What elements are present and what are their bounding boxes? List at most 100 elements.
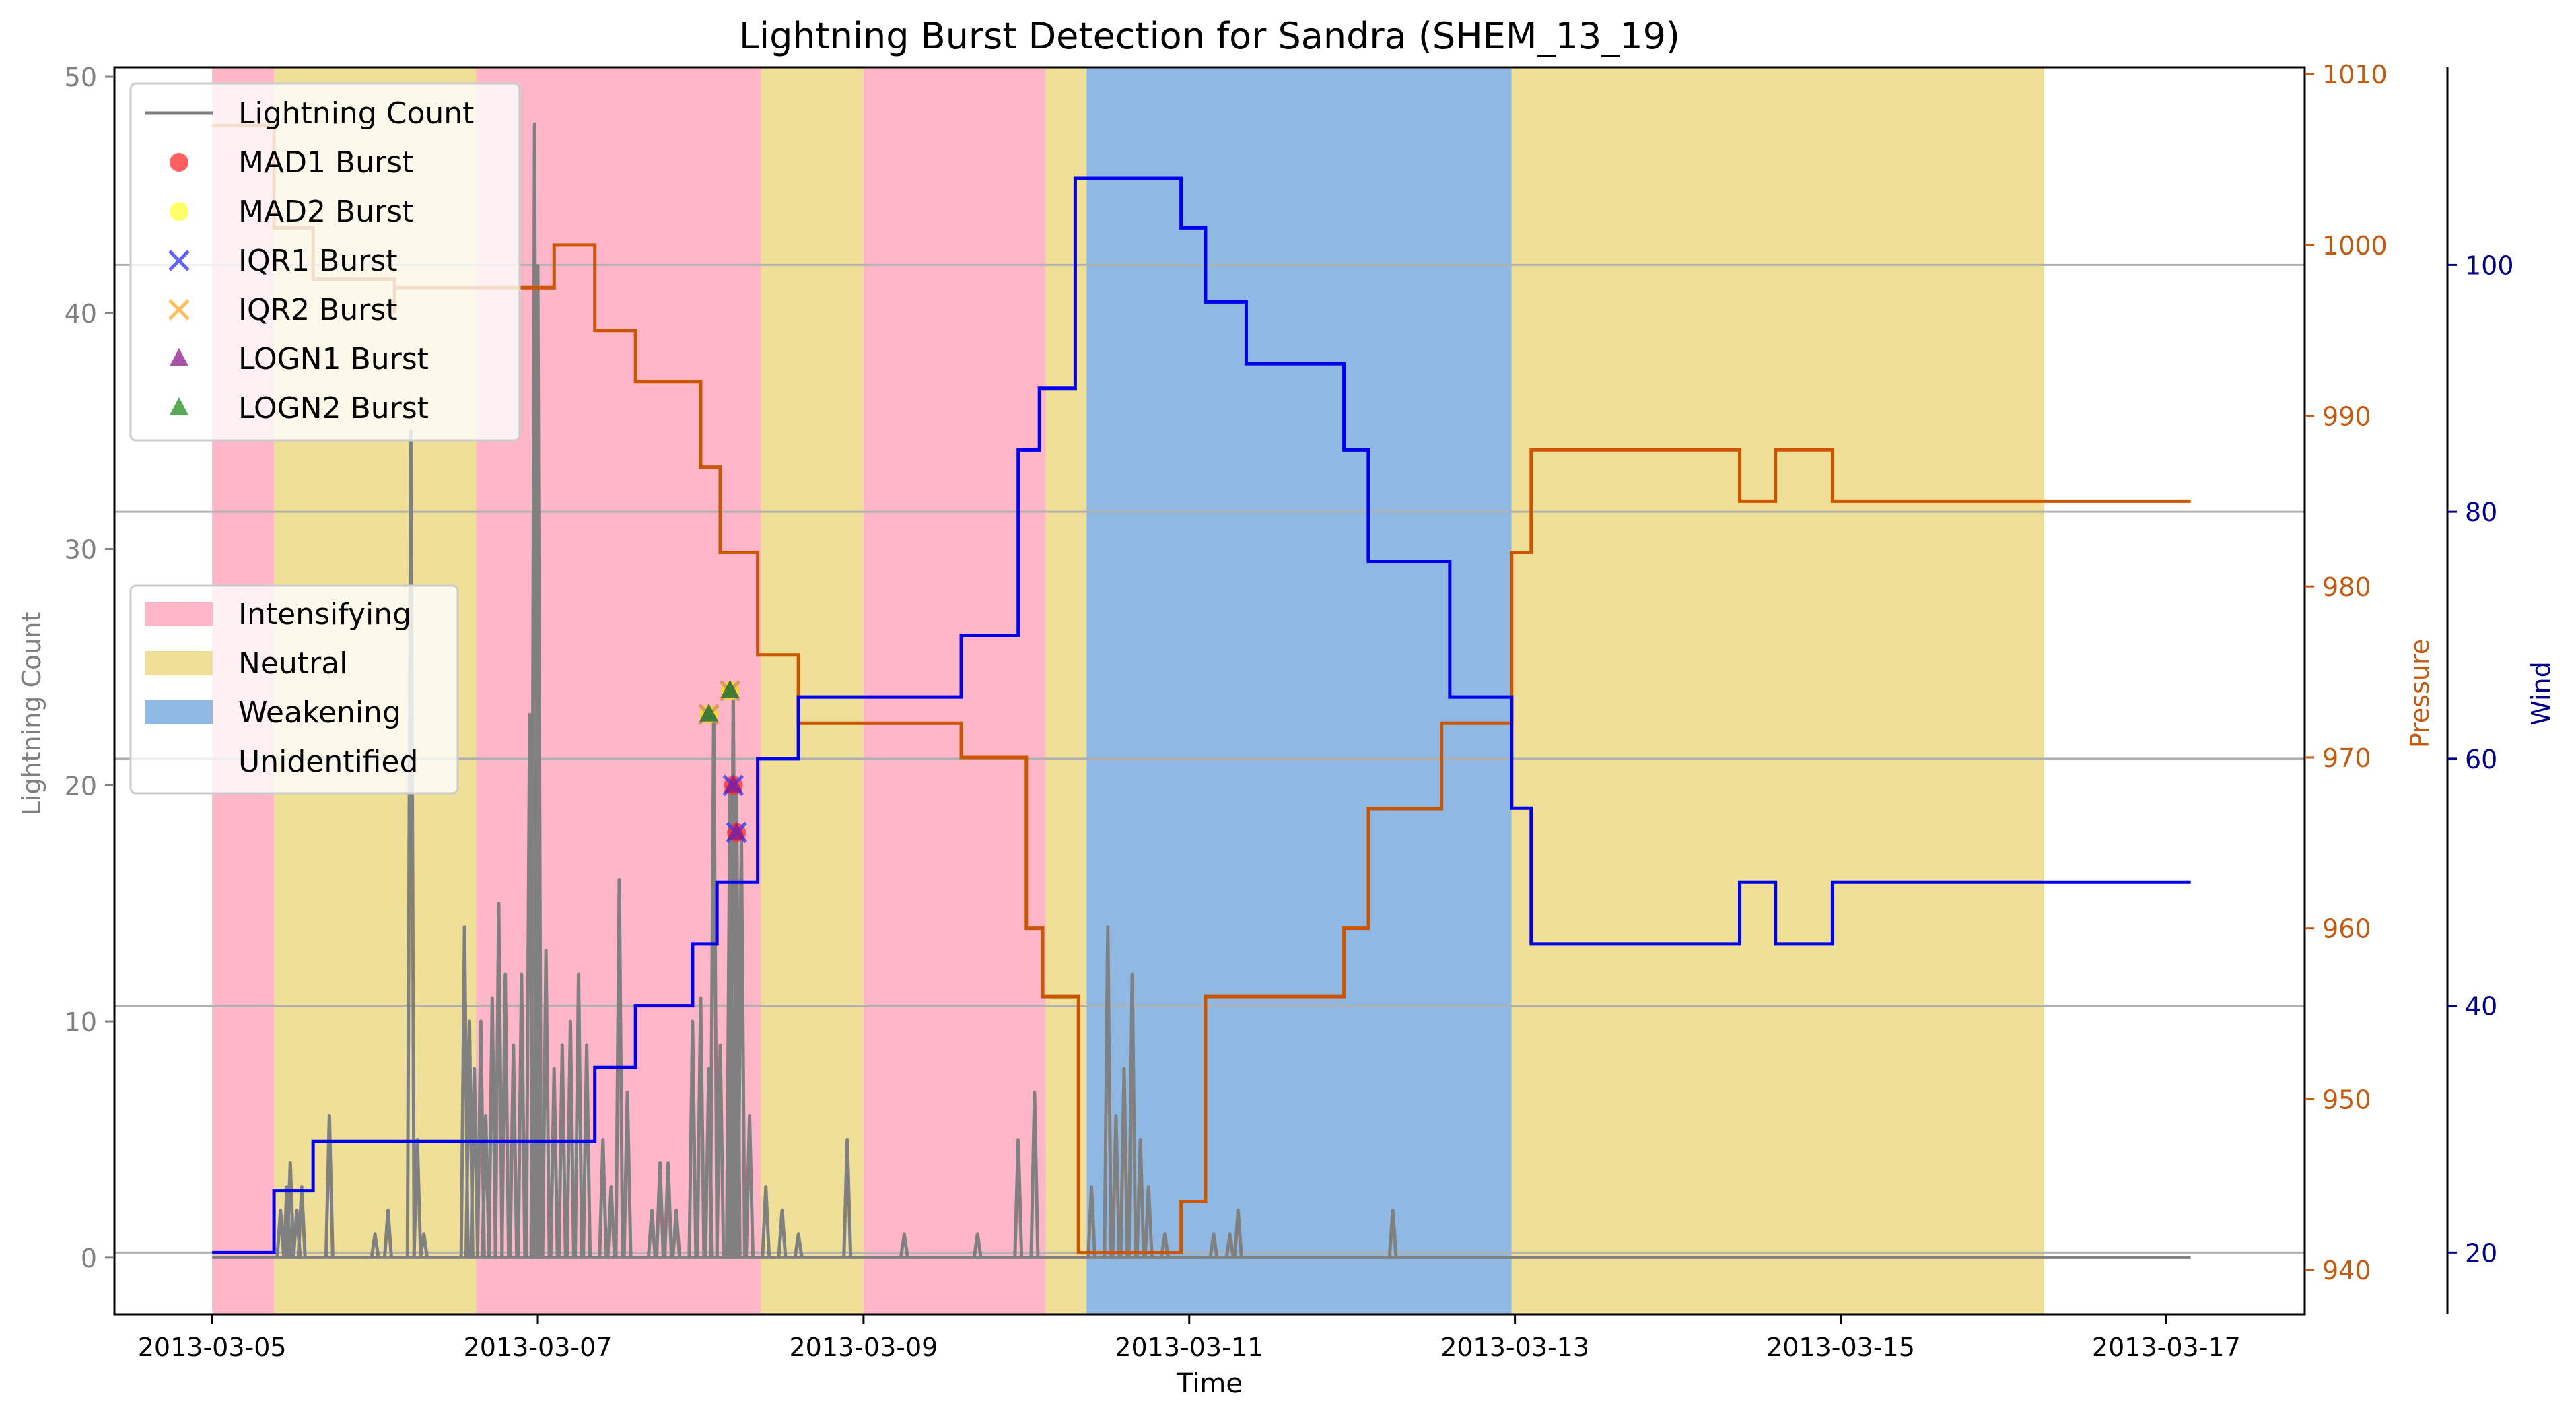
x-tick-label: 2013-03-11 bbox=[1115, 1333, 1263, 1362]
y-tick-label-pressure: 940 bbox=[2322, 1256, 2371, 1285]
lightning-spike bbox=[598, 1137, 608, 1258]
y-axis-label-pressure: Pressure bbox=[2405, 639, 2435, 748]
legend-series-label: Lightning Count bbox=[238, 96, 474, 131]
x-tick-label: 2013-03-09 bbox=[789, 1333, 938, 1362]
lightning-spike bbox=[1029, 1090, 1040, 1258]
lightning-spike bbox=[1119, 1067, 1129, 1258]
legend-series-label: MAD1 Burst bbox=[238, 145, 413, 180]
phase-band-weakening bbox=[1086, 67, 1512, 1314]
lightning-spike bbox=[1103, 925, 1113, 1258]
legend-series-box bbox=[129, 82, 521, 442]
lightning-spike bbox=[1143, 1185, 1154, 1258]
lightning-spike bbox=[565, 1019, 576, 1258]
lightning-spike bbox=[557, 1043, 567, 1258]
logn1-burst-marker bbox=[170, 347, 188, 366]
plot-frame bbox=[113, 66, 2306, 1316]
legend-series-label: IQR1 Burst bbox=[238, 244, 398, 278]
legend-phase-label: Intensifying bbox=[238, 597, 411, 632]
phase-band-intensifying bbox=[863, 67, 1046, 1314]
y-tick-label-count: 30 bbox=[65, 535, 97, 565]
y-tick-label-count: 50 bbox=[65, 63, 97, 92]
wind-series bbox=[212, 176, 2191, 1254]
lightning-spike bbox=[972, 1232, 983, 1258]
legend-phases: Intensifying Neutral Weakening Unidentified bbox=[129, 584, 459, 795]
lightning-spike bbox=[606, 1185, 617, 1258]
x-axis-label: Time bbox=[1176, 1368, 1243, 1399]
y-tick-label-count: 0 bbox=[81, 1244, 97, 1273]
lightning-spike bbox=[419, 1232, 429, 1258]
legend-phase-label: Unidentified bbox=[238, 745, 418, 779]
y-tick-label-pressure: 1010 bbox=[2322, 60, 2388, 90]
lightning-spike bbox=[412, 1137, 423, 1258]
logn1-burst-marker bbox=[727, 821, 746, 840]
legend-phase-label: Weakening bbox=[238, 696, 401, 730]
lightning-spike bbox=[899, 1232, 909, 1258]
y-tick-label-wind: 100 bbox=[2465, 250, 2514, 280]
legend-series-label: IQR2 Burst bbox=[238, 293, 398, 327]
y-tick-label-pressure: 1000 bbox=[2322, 231, 2388, 261]
y-tick-label-wind: 20 bbox=[2465, 1238, 2497, 1268]
lightning-spike bbox=[663, 1161, 674, 1258]
pressure-line bbox=[212, 123, 2191, 1255]
legend-series: Lightning Count MAD1 Burst MAD2 Burst IQR1 … bbox=[129, 82, 521, 442]
y-tick-label-pressure: 950 bbox=[2322, 1085, 2371, 1114]
lightning-spike bbox=[614, 878, 625, 1258]
mad2-burst-marker bbox=[170, 202, 188, 221]
y-tick-label-pressure: 990 bbox=[2322, 402, 2371, 432]
phase-band-neutral bbox=[1511, 67, 2044, 1314]
x-tick-label: 2013-03-07 bbox=[464, 1333, 613, 1362]
lightning-spike bbox=[296, 1185, 307, 1258]
lightning-spike bbox=[1111, 1114, 1121, 1258]
legend-phases-box bbox=[129, 584, 459, 795]
lightning-spike bbox=[654, 1161, 665, 1258]
lightning-spike bbox=[500, 972, 511, 1258]
y-tick-label-count: 40 bbox=[65, 299, 97, 329]
y-axis-label-count: Lightning Count bbox=[17, 612, 46, 816]
lightning-spike bbox=[1086, 1185, 1097, 1258]
x-tick-label: 2013-03-17 bbox=[2092, 1333, 2241, 1362]
y-tick-label-pressure: 970 bbox=[2322, 743, 2371, 773]
lightning-spike bbox=[285, 1161, 295, 1258]
legend-phase-swatch bbox=[145, 602, 213, 626]
lightning-spike bbox=[573, 972, 584, 1258]
phase-band-neutral bbox=[1045, 67, 1087, 1314]
lightning-spike bbox=[541, 949, 551, 1258]
lightning-spike bbox=[646, 1209, 657, 1258]
logn1-burst-marker bbox=[724, 774, 743, 793]
lightning-spike bbox=[671, 1209, 682, 1258]
lightning-spike bbox=[842, 1137, 853, 1258]
legend-series-label: LOGN1 Burst bbox=[238, 342, 429, 376]
mad1-burst-marker bbox=[170, 153, 188, 172]
lightning-spike bbox=[582, 1043, 592, 1258]
lightning-spike bbox=[493, 902, 504, 1258]
lightning-spike bbox=[1232, 1209, 1243, 1258]
lightning-spike bbox=[487, 996, 497, 1258]
y-tick-label-wind: 80 bbox=[2465, 498, 2497, 527]
legend-phase-label: Neutral bbox=[238, 646, 347, 681]
lightning-spike bbox=[1224, 1232, 1235, 1258]
legend-series-label: LOGN2 Burst bbox=[238, 391, 429, 426]
lightning-spike bbox=[777, 1209, 788, 1258]
y-tick-label-wind: 40 bbox=[2465, 992, 2497, 1021]
lightning-spike bbox=[516, 972, 527, 1258]
wind-line bbox=[212, 176, 2191, 1254]
logn2-burst-marker bbox=[170, 397, 188, 415]
legend-series-label: MAD2 Burst bbox=[238, 195, 413, 229]
axes: 2013-03-05 2013-03-07 2013-03-09 2013-03-11… bbox=[65, 60, 2514, 1362]
lightning-spike bbox=[761, 1185, 771, 1258]
x-tick-label: 2013-03-05 bbox=[138, 1333, 287, 1362]
lightning-spike bbox=[1159, 1232, 1170, 1258]
lightning-spike bbox=[622, 1090, 633, 1258]
lightning-spike bbox=[1127, 972, 1138, 1258]
lightning-spike bbox=[1135, 1137, 1146, 1258]
lightning-spike bbox=[1387, 1209, 1398, 1258]
x-tick-label: 2013-03-13 bbox=[1440, 1333, 1589, 1362]
logn2-burst-marker bbox=[720, 679, 740, 698]
legend-phase-swatch bbox=[145, 700, 213, 724]
lightning-spike bbox=[687, 1019, 698, 1258]
iqr1-burst-marker bbox=[168, 250, 190, 271]
lightning-spike bbox=[382, 1209, 393, 1258]
lightning-spike bbox=[715, 1043, 726, 1258]
burst-markers bbox=[698, 679, 747, 844]
